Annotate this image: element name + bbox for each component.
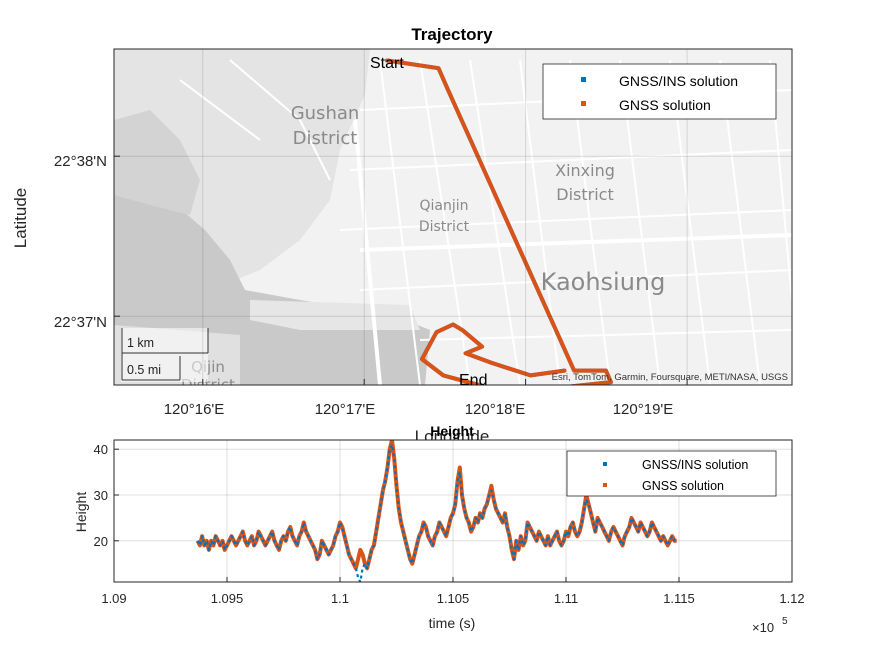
height-y-tick-0: 20 <box>94 534 108 549</box>
map-harbour <box>250 300 420 330</box>
height-lines <box>195 440 677 582</box>
height-x-tick-5: 1.115 <box>663 591 695 606</box>
map-title: Trajectory <box>411 25 493 44</box>
map-avenue <box>359 233 792 252</box>
map-attribution: Esri, TomTom, Garmin, Foursquare, METI/N… <box>552 372 788 383</box>
height-y-tick-1: 30 <box>94 488 108 503</box>
label-kaohsiung: Kaohsiung <box>541 268 666 296</box>
label-gushan-2: District <box>293 128 358 149</box>
height-series-gnss-ins <box>196 443 677 582</box>
height-x-label: time (s) <box>429 615 476 631</box>
map-y-label: Latitude <box>11 188 30 249</box>
label-xinxing-2: District <box>556 185 613 204</box>
trajectory-gnss <box>385 58 613 385</box>
label-qijin-2: District <box>181 376 235 394</box>
height-ticks: 1.09 1.095 1.1 1.105 1.11 1.115 1.12 20 30 40 <box>94 442 805 606</box>
map-axes: Gushan District Xinxing District Qianjin… <box>11 25 793 446</box>
legend-gnss-ins: GNSS/INS solution <box>619 73 738 89</box>
map-frame <box>113 48 793 386</box>
y-tick-2: 22°37'N <box>54 314 107 331</box>
scale-mi: 0.5 mi <box>127 363 161 377</box>
height-title: Height <box>430 423 474 439</box>
y-tick-1: 22°38'N <box>54 153 107 170</box>
legend-marker-gnss <box>581 101 586 106</box>
height-legend-gnss: GNSS solution <box>642 479 724 493</box>
x-tick-1: 120°16'E <box>164 401 225 418</box>
map-legend: GNSS/INS solution GNSS solution <box>542 63 777 120</box>
height-legend-marker-gnss <box>603 483 607 487</box>
height-legend-box <box>566 450 777 497</box>
legend-gnss: GNSS solution <box>619 97 711 113</box>
height-y-label: Height <box>73 492 89 533</box>
height-legend-marker-gnss-ins <box>603 462 607 466</box>
height-x-tick-0: 1.09 <box>101 591 126 606</box>
height-x-tick-1: 1.095 <box>211 591 244 606</box>
map-highway <box>353 119 382 385</box>
map-streets <box>179 59 792 385</box>
x-tick-2: 120°17'E <box>315 401 376 418</box>
map-water-bay <box>114 110 200 215</box>
map-legend-box <box>542 63 777 120</box>
end-label: End <box>459 372 487 389</box>
label-xinxing-1: Xinxing <box>555 161 615 180</box>
x-multiplier: ×10 5 <box>752 616 788 635</box>
height-legend: GNSS/INS solution GNSS solution <box>566 450 777 497</box>
height-x-tick-4: 1.11 <box>554 591 578 606</box>
height-x-tick-2: 1.1 <box>331 591 349 606</box>
start-label: Start <box>370 55 404 72</box>
height-legend-gnss-ins: GNSS/INS solution <box>642 458 748 472</box>
x-tick-4: 120°19'E <box>613 401 674 418</box>
x-multiplier-base: ×10 <box>752 620 774 635</box>
label-qianjin-1: Qianjin <box>419 198 468 214</box>
label-qianjin-2: District <box>419 219 470 235</box>
x-multiplier-exp: 5 <box>782 616 788 627</box>
height-y-tick-2: 40 <box>94 442 108 457</box>
label-gushan-1: Gushan <box>291 103 360 124</box>
legend-marker-gnss-ins <box>581 77 586 82</box>
height-x-tick-3: 1.105 <box>437 591 470 606</box>
x-tick-3: 120°18'E <box>465 401 526 418</box>
scale-km: 1 km <box>127 336 154 350</box>
scale-bar: 1 km 0.5 mi <box>121 328 209 382</box>
height-x-tick-6: 1.12 <box>779 591 804 606</box>
trajectory-layer <box>385 58 613 385</box>
height-axes: 1.09 1.095 1.1 1.105 1.11 1.115 1.12 20 30 40 Hei… <box>73 423 805 635</box>
